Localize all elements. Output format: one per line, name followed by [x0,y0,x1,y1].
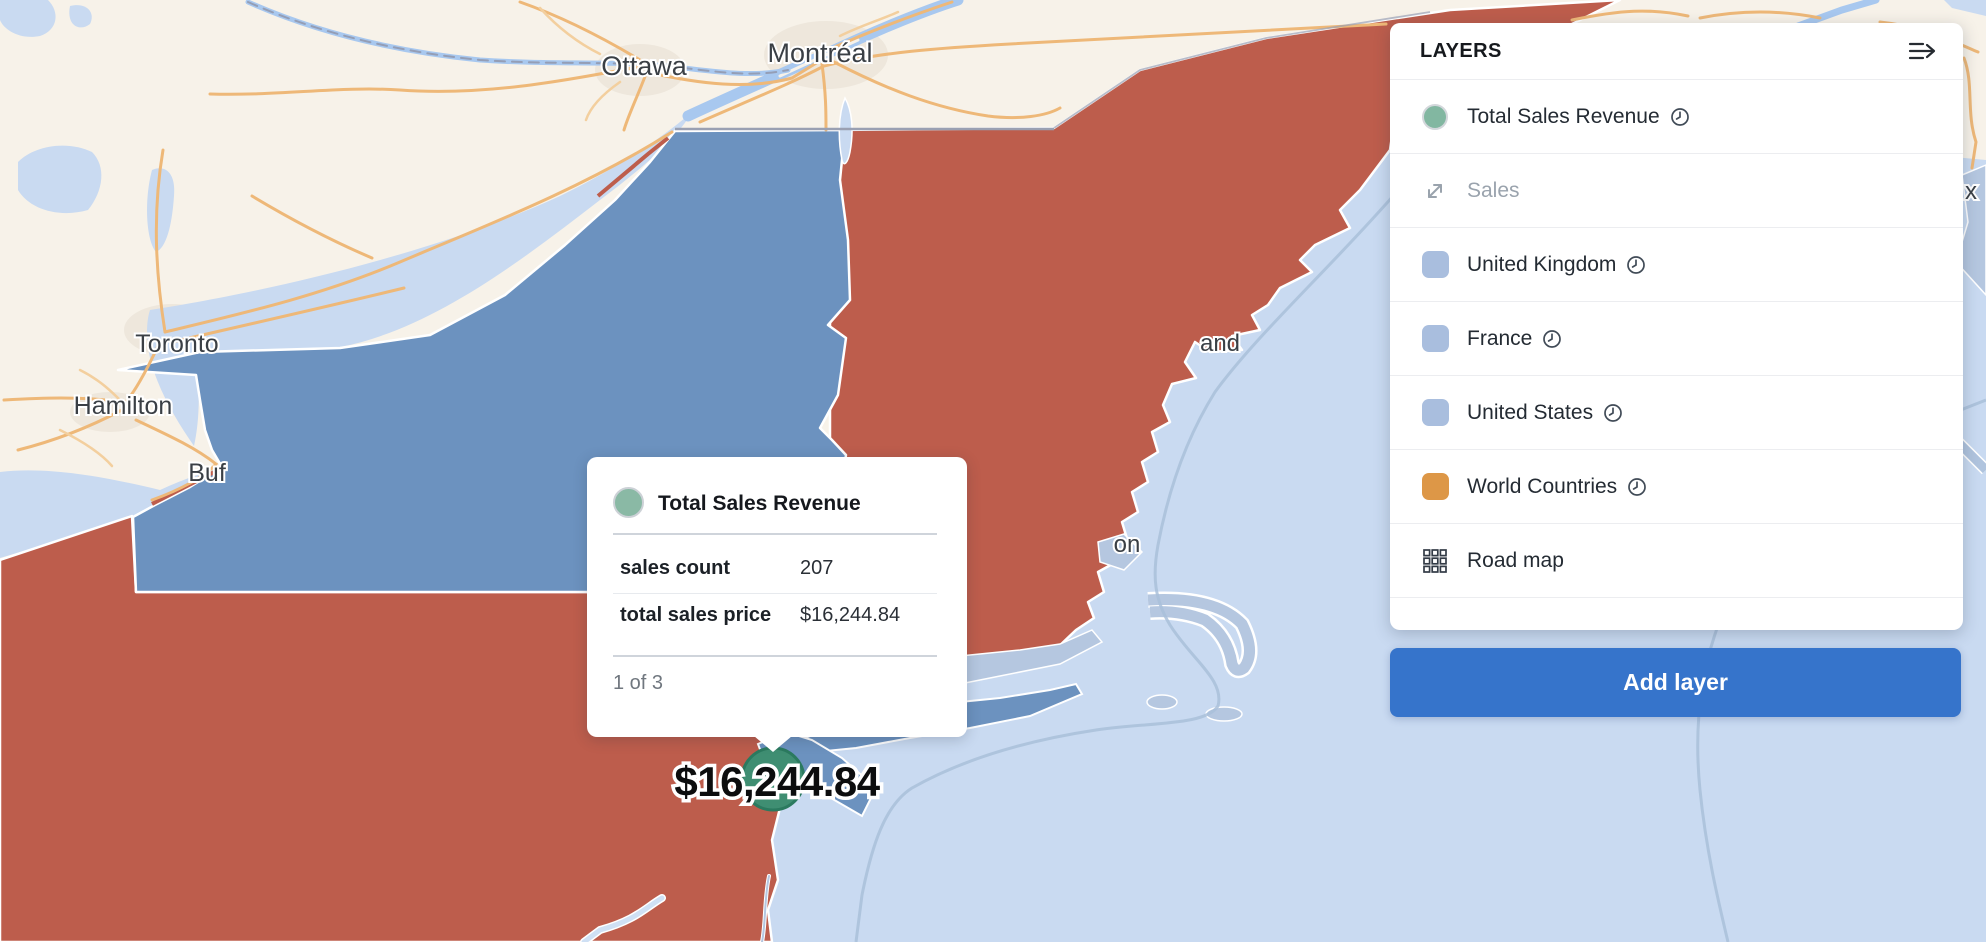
city-label-portland: and [1200,330,1240,357]
corner-lake-2 [69,5,92,28]
popup-divider [613,655,937,657]
layer-swatch-square [1421,473,1449,500]
popup-divider [613,533,937,535]
layer-label: World Countries [1467,474,1618,498]
clock-icon[interactable] [1626,255,1646,275]
city-label-montreal: Montréal [767,38,872,68]
lake-ontario [147,112,692,446]
lakes [0,0,1986,558]
island-1 [1146,694,1178,710]
popup-row-value: $16,244.84 [800,604,901,626]
layer-label: United Kingdom [1467,252,1617,276]
layer-row-world-countries[interactable]: World Countries [1390,450,1963,524]
clock-icon[interactable] [1542,329,1562,349]
expand-icon [1428,183,1442,198]
layer-row-united-kingdom[interactable]: United Kingdom [1390,228,1963,302]
city-label-boston: on [1114,531,1141,558]
city-label-ottawa: Ottawa [601,51,688,81]
popup-row-value: 207 [800,557,834,579]
layer-row-total-sales-revenue[interactable]: Total Sales Revenue [1390,80,1963,154]
layer-swatch-square [1421,399,1449,426]
layer-label: Road map [1467,548,1564,572]
cape-cod [1147,594,1255,676]
popup-row-label: total sales price [620,604,772,626]
border-lines [675,11,1431,131]
city-label-buffalo: Buf [188,459,226,487]
layers-panel-header: LAYERS [1390,23,1963,80]
map-popup: Total Sales Revenue sales count 207 tota… [587,457,967,752]
layer-row-france[interactable]: France [1390,302,1963,376]
clock-icon[interactable] [1627,477,1647,497]
add-layer-button[interactable]: Add layer [1390,648,1961,717]
layer-label: United States [1467,400,1594,424]
layer-row-sales[interactable]: Sales [1390,154,1963,228]
delaware-river [581,895,665,942]
river-corner-top-right [1944,0,1986,16]
clock-icon[interactable] [1670,107,1690,127]
marker-value-label: $16,244.84 [674,758,880,805]
popup-row-divider [613,593,937,594]
nj-barrier [761,875,770,942]
layer-row-united-states[interactable]: United States [1390,376,1963,450]
city-label-toronto: Toronto [135,330,218,358]
layer-swatch-square [1421,325,1449,352]
lake-erie [0,467,222,558]
corner-lake [0,0,56,37]
layer-row-road-map[interactable]: Road map [1390,524,1963,598]
layer-swatch-circle [1422,103,1448,130]
layer-label: France [1467,326,1533,350]
province-border-dashes [247,1,789,75]
lake-simcoe [18,145,102,214]
popup-layer-swatch [613,487,644,518]
clock-icon[interactable] [1603,403,1623,423]
layers-panel-title: LAYERS [1420,39,1502,62]
city-label-hamilton: Hamilton [74,392,173,420]
boston-harbor [1097,533,1144,571]
layer-label: Total Sales Revenue [1467,104,1660,128]
small-lake [147,168,175,252]
popup-pagination[interactable]: 1 of 3 [613,672,664,694]
popup-title: Total Sales Revenue [658,492,861,515]
grid-icon [1423,548,1447,573]
map-label-x: x [1965,178,1977,205]
popup-row-label: sales count [620,557,731,579]
right-edge-coast [1955,164,1986,297]
layer-label: Sales [1467,178,1520,202]
roads-minor [58,6,900,468]
collapse-panel-icon[interactable] [1907,40,1937,62]
layer-swatch-square [1421,251,1449,278]
layers-panel: LAYERS Total Sales Revenue Sales United … [1390,23,1963,630]
top-right-river [1794,0,1880,30]
